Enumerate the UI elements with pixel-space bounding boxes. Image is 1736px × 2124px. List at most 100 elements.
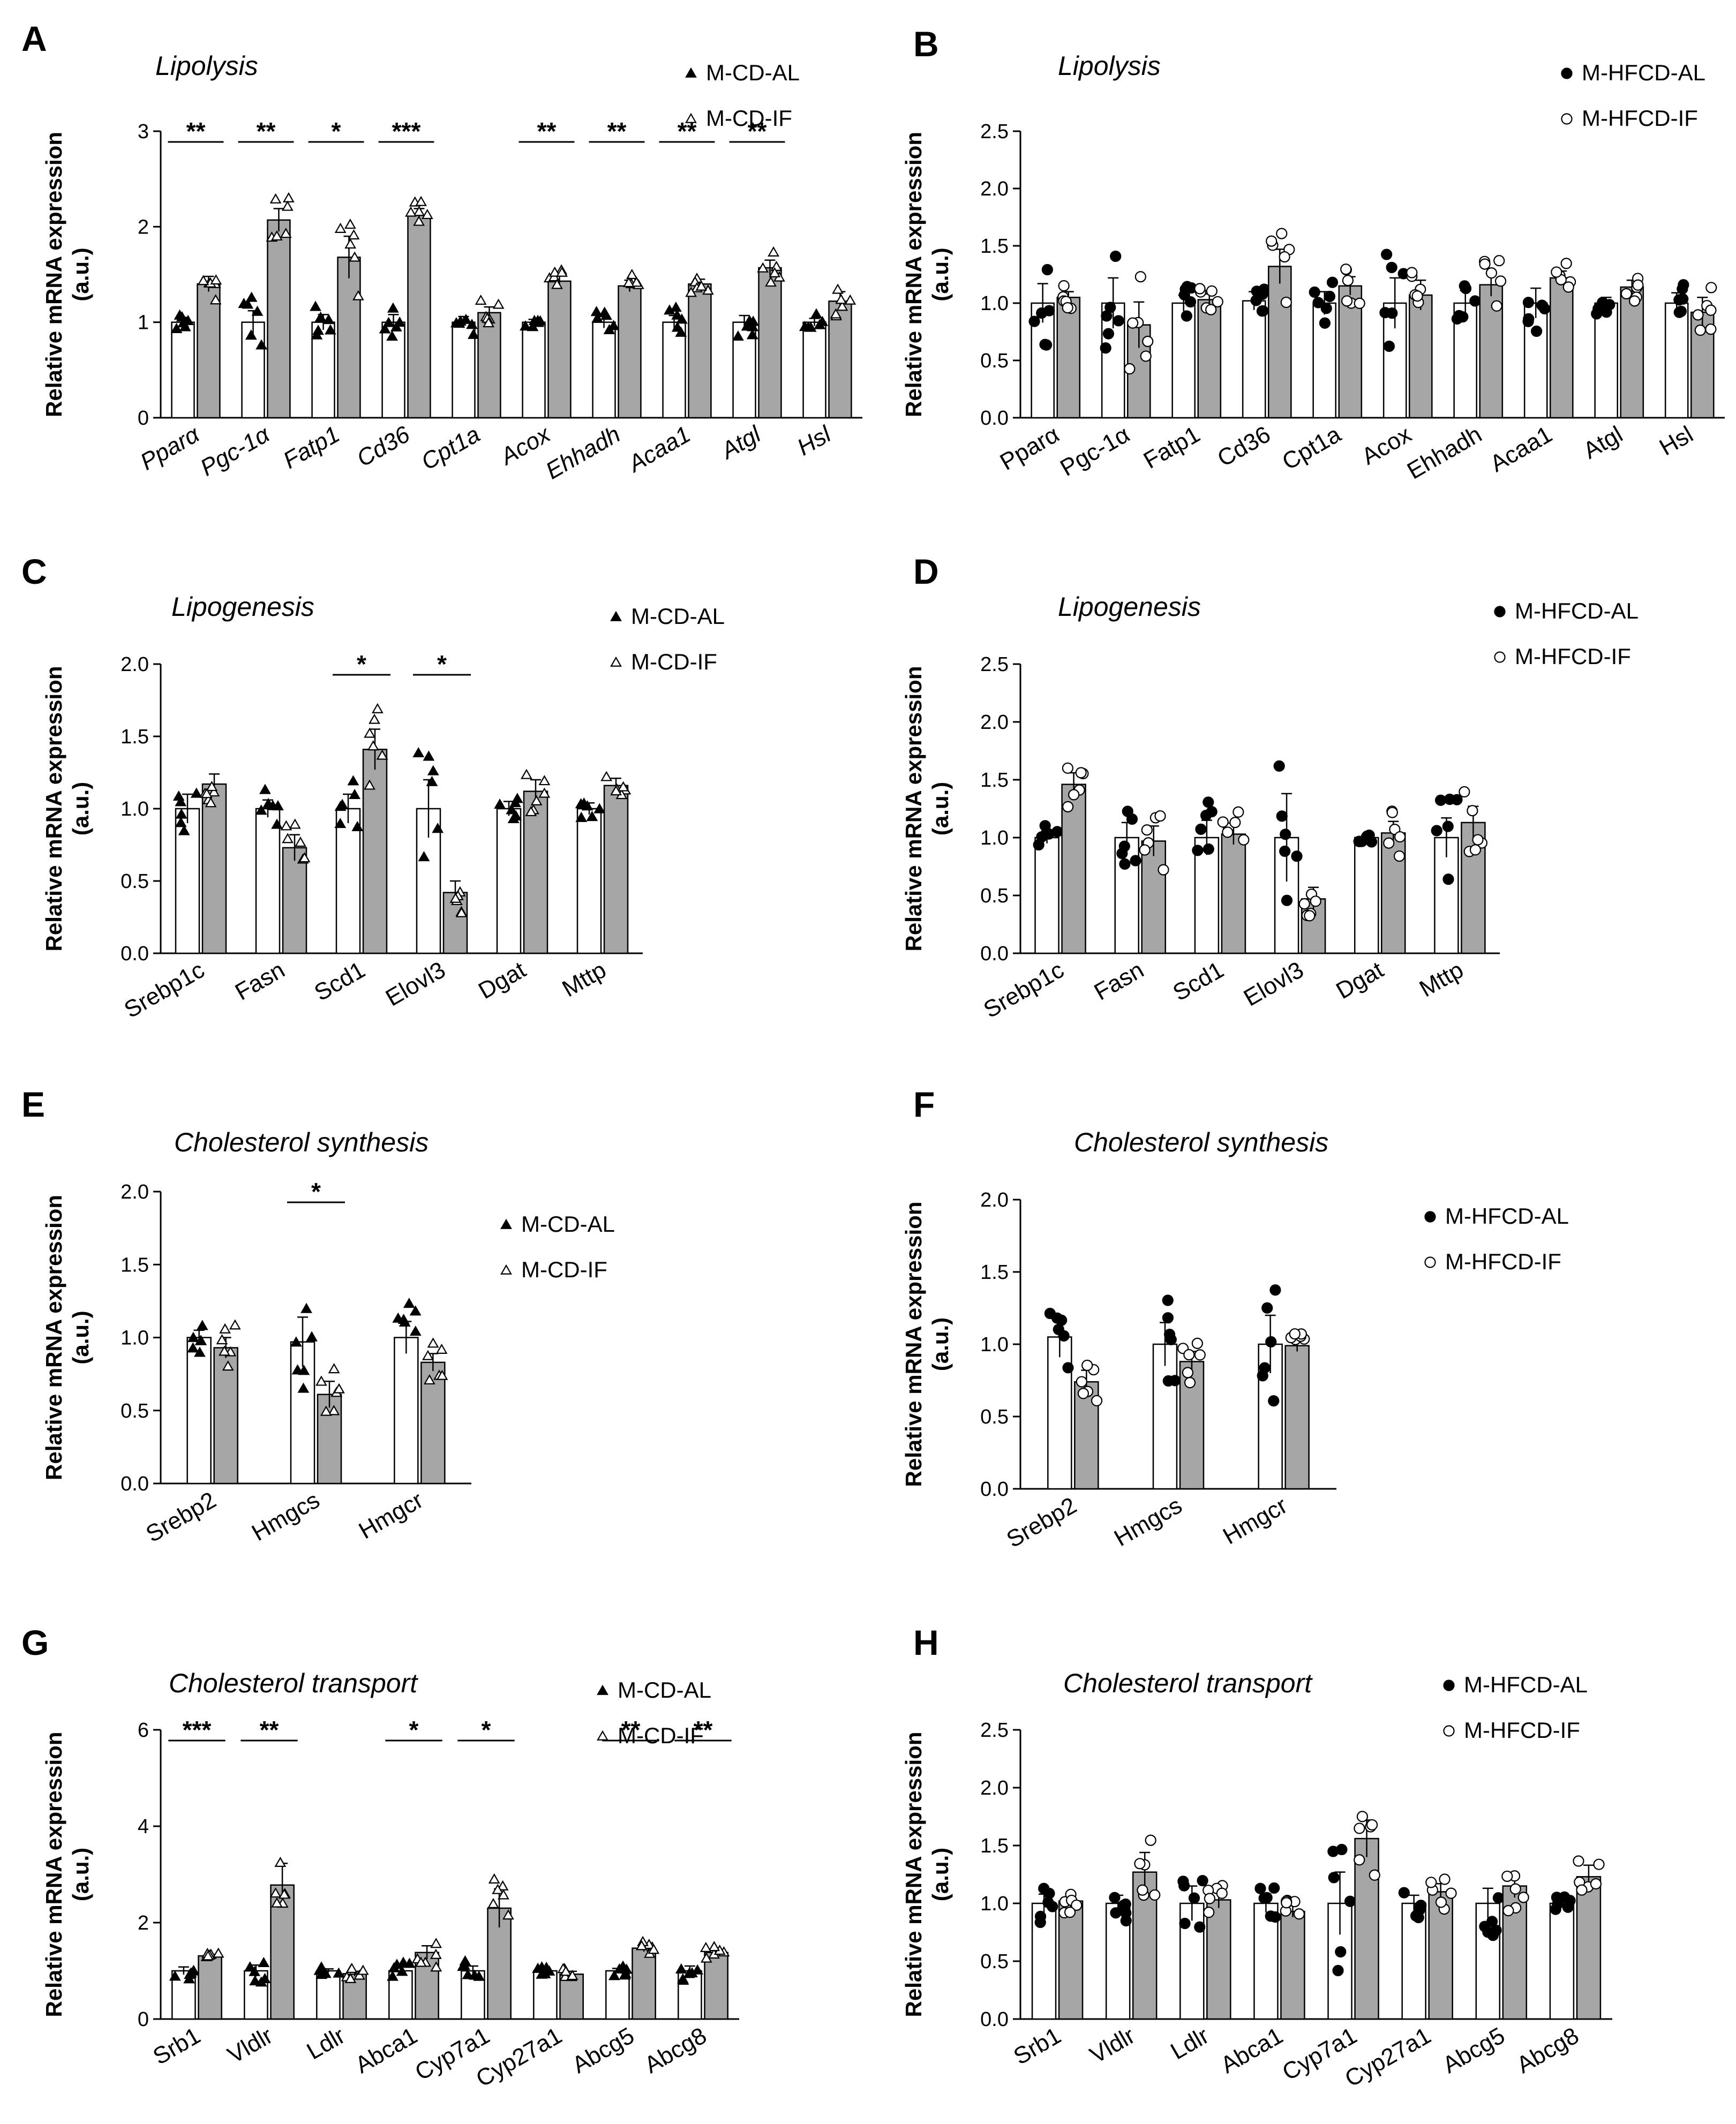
replicate-point bbox=[208, 786, 220, 797]
replicate-point bbox=[1493, 255, 1505, 267]
category-group-7 bbox=[1522, 258, 1576, 419]
bar-m-cd-if bbox=[407, 214, 431, 419]
category-group-3 bbox=[412, 747, 468, 954]
replicate-point bbox=[1354, 1854, 1365, 1866]
replicate-point bbox=[1539, 303, 1551, 315]
replicate-point bbox=[334, 222, 347, 233]
replicate-point bbox=[600, 310, 612, 320]
replicate-point bbox=[259, 1972, 271, 1983]
replicate-point bbox=[352, 290, 364, 300]
replicate-point bbox=[700, 1952, 712, 1963]
replicate-point bbox=[320, 1405, 332, 1416]
bar-m-hfcd-if bbox=[1620, 286, 1644, 419]
bar-m-cd-if bbox=[198, 1955, 222, 2020]
replicate-point bbox=[174, 309, 186, 320]
replicate-point bbox=[274, 1856, 287, 1867]
bar-m-hfcd-if bbox=[1576, 1876, 1602, 2020]
replicate-point bbox=[430, 1938, 442, 1948]
replicate-point bbox=[1705, 323, 1717, 335]
replicate-point bbox=[195, 1335, 207, 1345]
bar-m-hfcd-al bbox=[1047, 1336, 1072, 1490]
legend-label: M-HFCD-AL bbox=[1515, 598, 1639, 623]
replicate-point bbox=[608, 1970, 620, 1980]
replicate-point bbox=[586, 811, 598, 822]
x-tick-label: Fasn bbox=[1090, 956, 1148, 1005]
replicate-point bbox=[835, 293, 847, 304]
replicate-point bbox=[1116, 847, 1128, 860]
replicate-point bbox=[1453, 310, 1465, 321]
replicate-point bbox=[556, 266, 568, 277]
x-tick-label: Fatp1 bbox=[279, 421, 344, 474]
y-axis-label: Relative mRNA expression bbox=[901, 1202, 926, 1487]
category-group-9 bbox=[1664, 279, 1717, 419]
replicate-point bbox=[1149, 1889, 1161, 1901]
replicate-point bbox=[836, 300, 848, 311]
category-group-7 bbox=[1549, 1855, 1605, 2020]
panel-letter: H bbox=[913, 1623, 939, 1662]
replicate-point bbox=[1573, 1855, 1584, 1867]
chart-title: Lipogenesis bbox=[1058, 592, 1201, 622]
panel-letter: E bbox=[21, 1084, 45, 1124]
replicate-point bbox=[1467, 805, 1478, 817]
replicate-point bbox=[1694, 324, 1706, 336]
y-axis-label: Relative mRNA expression bbox=[41, 1732, 66, 2017]
bar-m-hfcd-al bbox=[1453, 302, 1477, 419]
panel-d: D Lipogenesis Relative mRNA expression (a.u… bbox=[901, 552, 1639, 1023]
x-tick-label: Mttp bbox=[558, 956, 611, 1002]
legend-marker-m-cd-al bbox=[500, 1218, 512, 1229]
replicate-point bbox=[1204, 1893, 1215, 1904]
x-tick-label: Ehhadh bbox=[542, 421, 625, 484]
category-group-4 bbox=[1309, 263, 1365, 419]
replicate-point bbox=[1194, 283, 1206, 295]
replicate-point bbox=[1039, 338, 1051, 350]
replicate-point bbox=[1033, 839, 1044, 851]
replicate-point bbox=[183, 1973, 196, 1984]
legend-label: M-HFCD-IF bbox=[1582, 106, 1698, 131]
replicate-point bbox=[1340, 263, 1352, 275]
replicate-point bbox=[271, 818, 283, 829]
replicate-point bbox=[462, 1969, 474, 1979]
category-group-1 bbox=[1152, 1294, 1206, 1490]
y-tick-label: 2.0 bbox=[980, 1189, 1009, 1211]
replicate-point bbox=[333, 1383, 345, 1394]
category-group-9 bbox=[799, 283, 856, 419]
replicate-point bbox=[487, 1897, 499, 1909]
replicate-point bbox=[364, 727, 376, 738]
category-group-7 bbox=[675, 1941, 730, 2020]
replicate-point bbox=[1261, 1302, 1273, 1314]
bar-m-cd-if bbox=[362, 749, 388, 954]
replicate-point bbox=[1259, 1362, 1271, 1374]
category-group-0 bbox=[1044, 1307, 1103, 1490]
legend-label: M-CD-AL bbox=[521, 1211, 615, 1237]
category-group-0 bbox=[1033, 762, 1089, 954]
x-tick-label: Acaa1 bbox=[622, 421, 695, 478]
replicate-point bbox=[427, 765, 439, 775]
replicate-point bbox=[1501, 1870, 1513, 1882]
replicate-point bbox=[1068, 789, 1080, 801]
replicate-point bbox=[1341, 295, 1353, 307]
replicate-point bbox=[1169, 1375, 1181, 1387]
replicate-point bbox=[770, 260, 783, 271]
replicate-point bbox=[1692, 309, 1704, 321]
replicate-point bbox=[1162, 1294, 1174, 1306]
replicate-point bbox=[1677, 293, 1689, 305]
replicate-point bbox=[449, 892, 462, 903]
replicate-point bbox=[270, 230, 283, 241]
replicate-point bbox=[1383, 837, 1395, 849]
replicate-point bbox=[298, 852, 311, 863]
replicate-point bbox=[1139, 844, 1151, 856]
y-tick-label: 2.5 bbox=[980, 120, 1009, 143]
category-group-4 bbox=[450, 295, 505, 419]
replicate-point bbox=[405, 206, 417, 217]
bar-m-cd-al bbox=[496, 808, 522, 954]
replicate-point bbox=[1197, 1875, 1208, 1887]
x-tick-label: Srb1 bbox=[1009, 2022, 1065, 2070]
replicate-point bbox=[1064, 1907, 1076, 1918]
replicate-point bbox=[1620, 288, 1632, 300]
bar-m-hfcd-if bbox=[1058, 1900, 1084, 2020]
category-group-2 bbox=[1177, 1875, 1231, 2020]
significance-label: * bbox=[437, 650, 447, 678]
y-tick-label: 1.0 bbox=[980, 1893, 1009, 1915]
category-group-8 bbox=[1591, 273, 1644, 419]
